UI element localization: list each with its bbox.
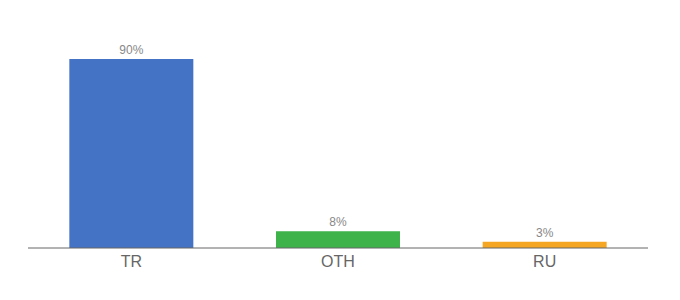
svg-text:RU: RU [533, 253, 556, 270]
svg-text:OTH: OTH [321, 253, 355, 270]
svg-text:3%: 3% [536, 226, 554, 240]
svg-text:8%: 8% [329, 215, 347, 229]
svg-text:90%: 90% [119, 43, 143, 57]
svg-text:TR: TR [121, 253, 142, 270]
